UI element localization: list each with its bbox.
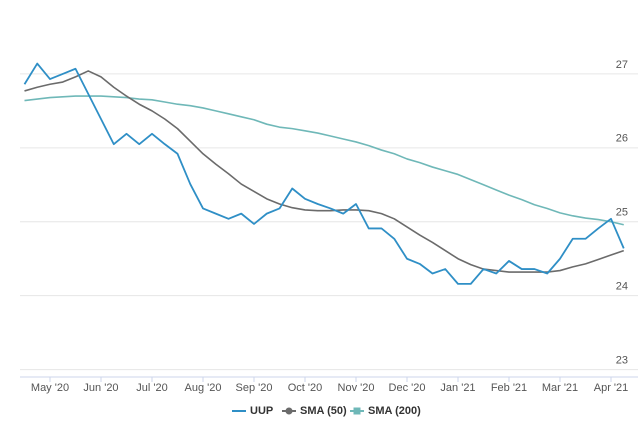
legend-label[interactable]: SMA (50)	[300, 405, 347, 417]
x-tick-label: Nov '20	[338, 382, 375, 394]
x-tick-label: Oct '20	[288, 382, 323, 394]
y-tick-label: 24	[616, 281, 628, 293]
series-line	[24, 70, 625, 273]
legend-marker	[353, 407, 361, 415]
y-tick-label: 23	[616, 355, 628, 367]
legend-marker	[285, 407, 293, 415]
series-line	[24, 95, 624, 226]
x-tick-label: Jan '21	[440, 382, 475, 394]
x-tick-label: Dec '20	[389, 382, 426, 394]
x-tick-label: Feb '21	[491, 382, 527, 394]
legend-label[interactable]: UUP	[250, 405, 273, 417]
x-tick-label: Mar '21	[542, 382, 578, 394]
y-tick-label: 25	[616, 207, 628, 219]
legend-label[interactable]: SMA (200)	[368, 405, 421, 417]
x-tick-label: Jul '20	[136, 382, 167, 394]
x-tick-label: Aug '20	[185, 382, 222, 394]
x-tick-label: Jun '20	[83, 382, 118, 394]
x-tick-label: May '20	[31, 382, 69, 394]
y-tick-label: 27	[616, 59, 628, 71]
x-tick-label: Apr '21	[594, 382, 629, 394]
x-tick-label: Sep '20	[236, 382, 273, 394]
series-line	[23, 62, 625, 285]
legend: UUP SMA (50) SMA (200)	[232, 405, 421, 417]
y-tick-label: 26	[616, 133, 628, 145]
